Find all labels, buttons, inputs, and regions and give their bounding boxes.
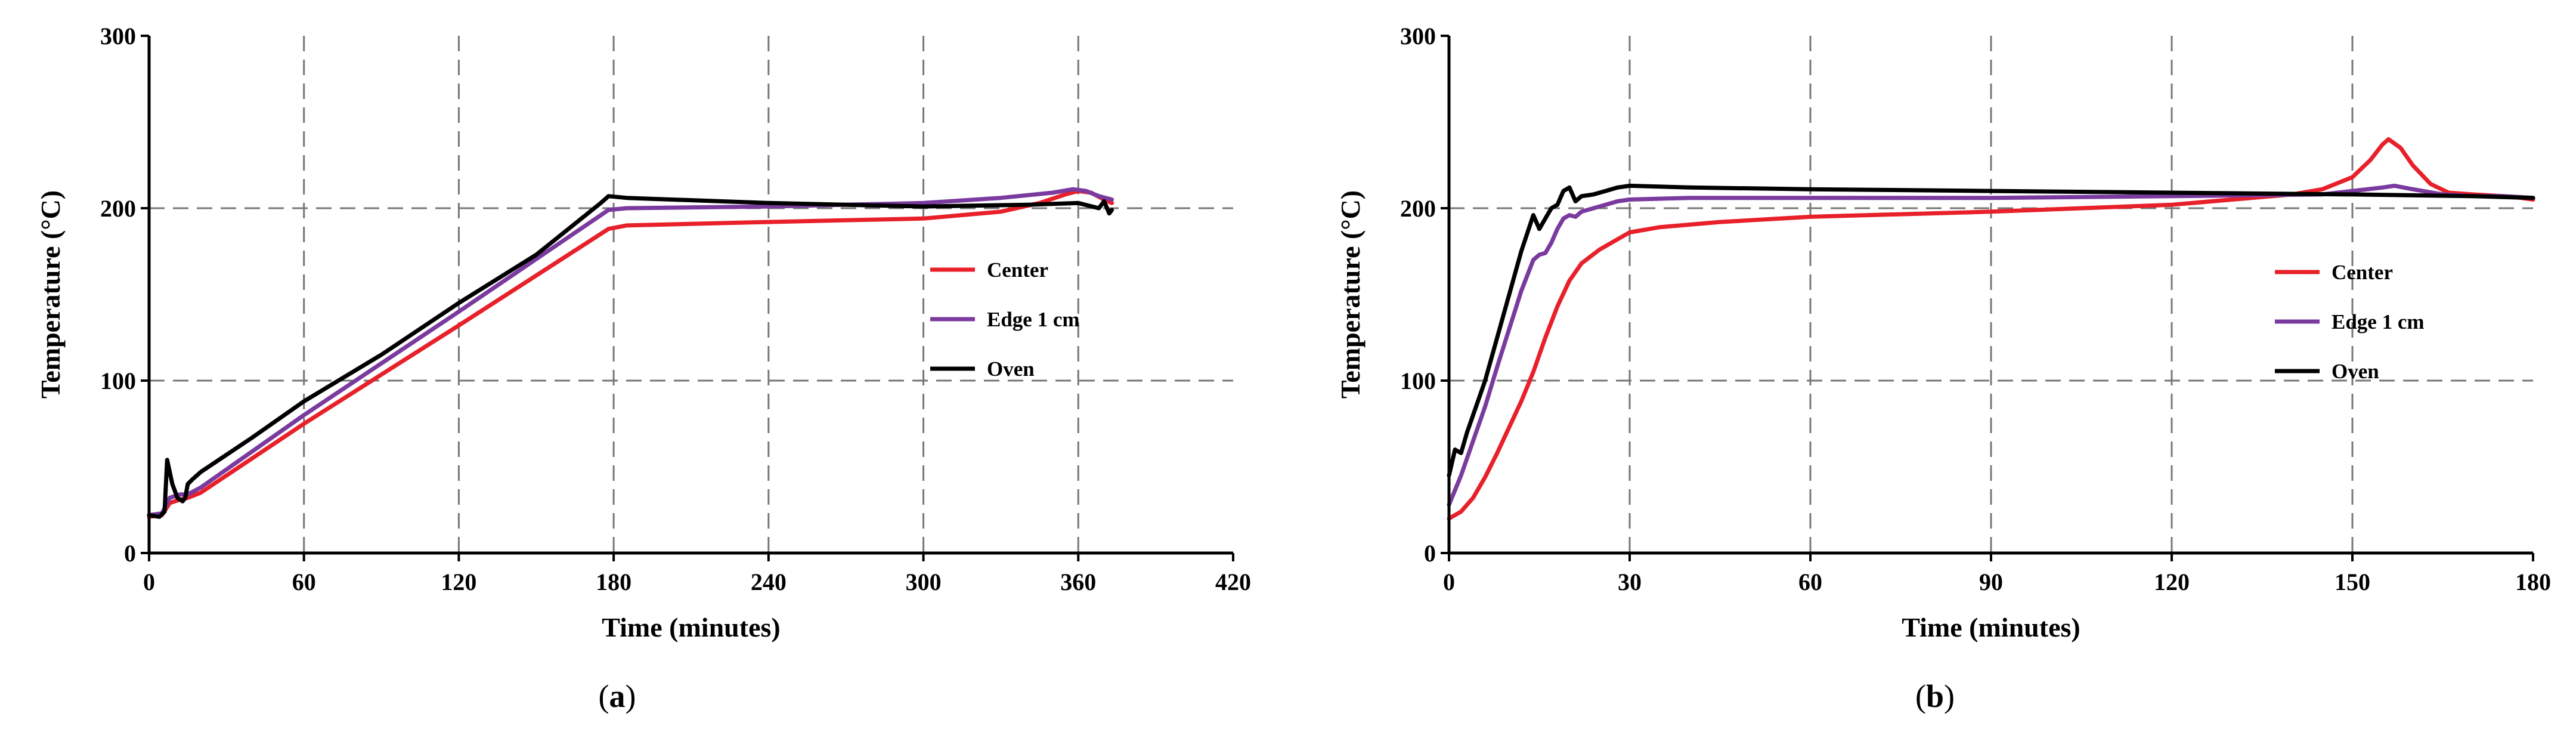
y-tick-label: 0 [1424,540,1436,567]
y-tick-label: 300 [1400,23,1436,50]
x-tick-label: 60 [1798,569,1822,595]
x-axis-title: Time (minutes) [602,612,780,643]
chart-panel-b: 0 30 60 90 120 150 180 0 100 200 300 Time (minutes)… [1335,23,2551,714]
x-tick-label: 30 [1618,569,1642,595]
legend-label: Oven [987,357,1035,381]
x-tick-label: 60 [292,569,316,595]
y-tick-label: 0 [124,540,136,567]
legend-label: Center [987,258,1048,282]
series-line-edge-1-cm [147,187,1114,517]
legend: Center Edge 1 cm Oven [2275,261,2425,383]
series-line-center [147,189,1114,519]
y-tick-label: 100 [100,367,136,394]
y-axis-title: Temperature (°C) [1335,190,1366,399]
chart-panel-a: 0 60 120 180 240 300 360 420 0 100 200 300 Time (min… [35,23,1251,714]
y-tick-label: 200 [1400,195,1436,222]
y-axis-title: Temperature (°C) [35,190,66,399]
legend: Center Edge 1 cm Oven [930,258,1080,381]
x-tick-label: 240 [751,569,787,595]
series-line-oven [147,194,1114,519]
x-tick-label: 150 [2334,569,2370,595]
y-tick-label: 100 [1400,367,1436,394]
x-tick-label: 0 [1443,569,1455,595]
x-tick-label: 120 [2154,569,2190,595]
legend-label: Edge 1 cm [987,308,1080,331]
legend-label: Edge 1 cm [2332,310,2425,333]
y-tick-label: 300 [100,23,136,50]
x-tick-label: 180 [596,569,631,595]
x-tick-label: 90 [1979,569,2003,595]
legend-label: Oven [2332,360,2379,383]
x-axis-title: Time (minutes) [1902,612,2080,643]
panel-label: (b) [1915,678,1955,714]
panel-label: (a) [599,678,636,714]
legend-label: Center [2332,261,2393,284]
series-line-edge-1-cm [1447,183,2535,507]
y-tick-label: 200 [100,195,136,222]
x-tick-label: 180 [2515,569,2551,595]
series-line-oven [1447,183,2535,478]
x-tick-label: 420 [1215,569,1251,595]
x-tick-label: 0 [143,569,155,595]
x-tick-label: 300 [906,569,942,595]
x-tick-label: 360 [1060,569,1096,595]
series-line-center [1447,137,2535,521]
x-tick-label: 120 [441,569,476,595]
